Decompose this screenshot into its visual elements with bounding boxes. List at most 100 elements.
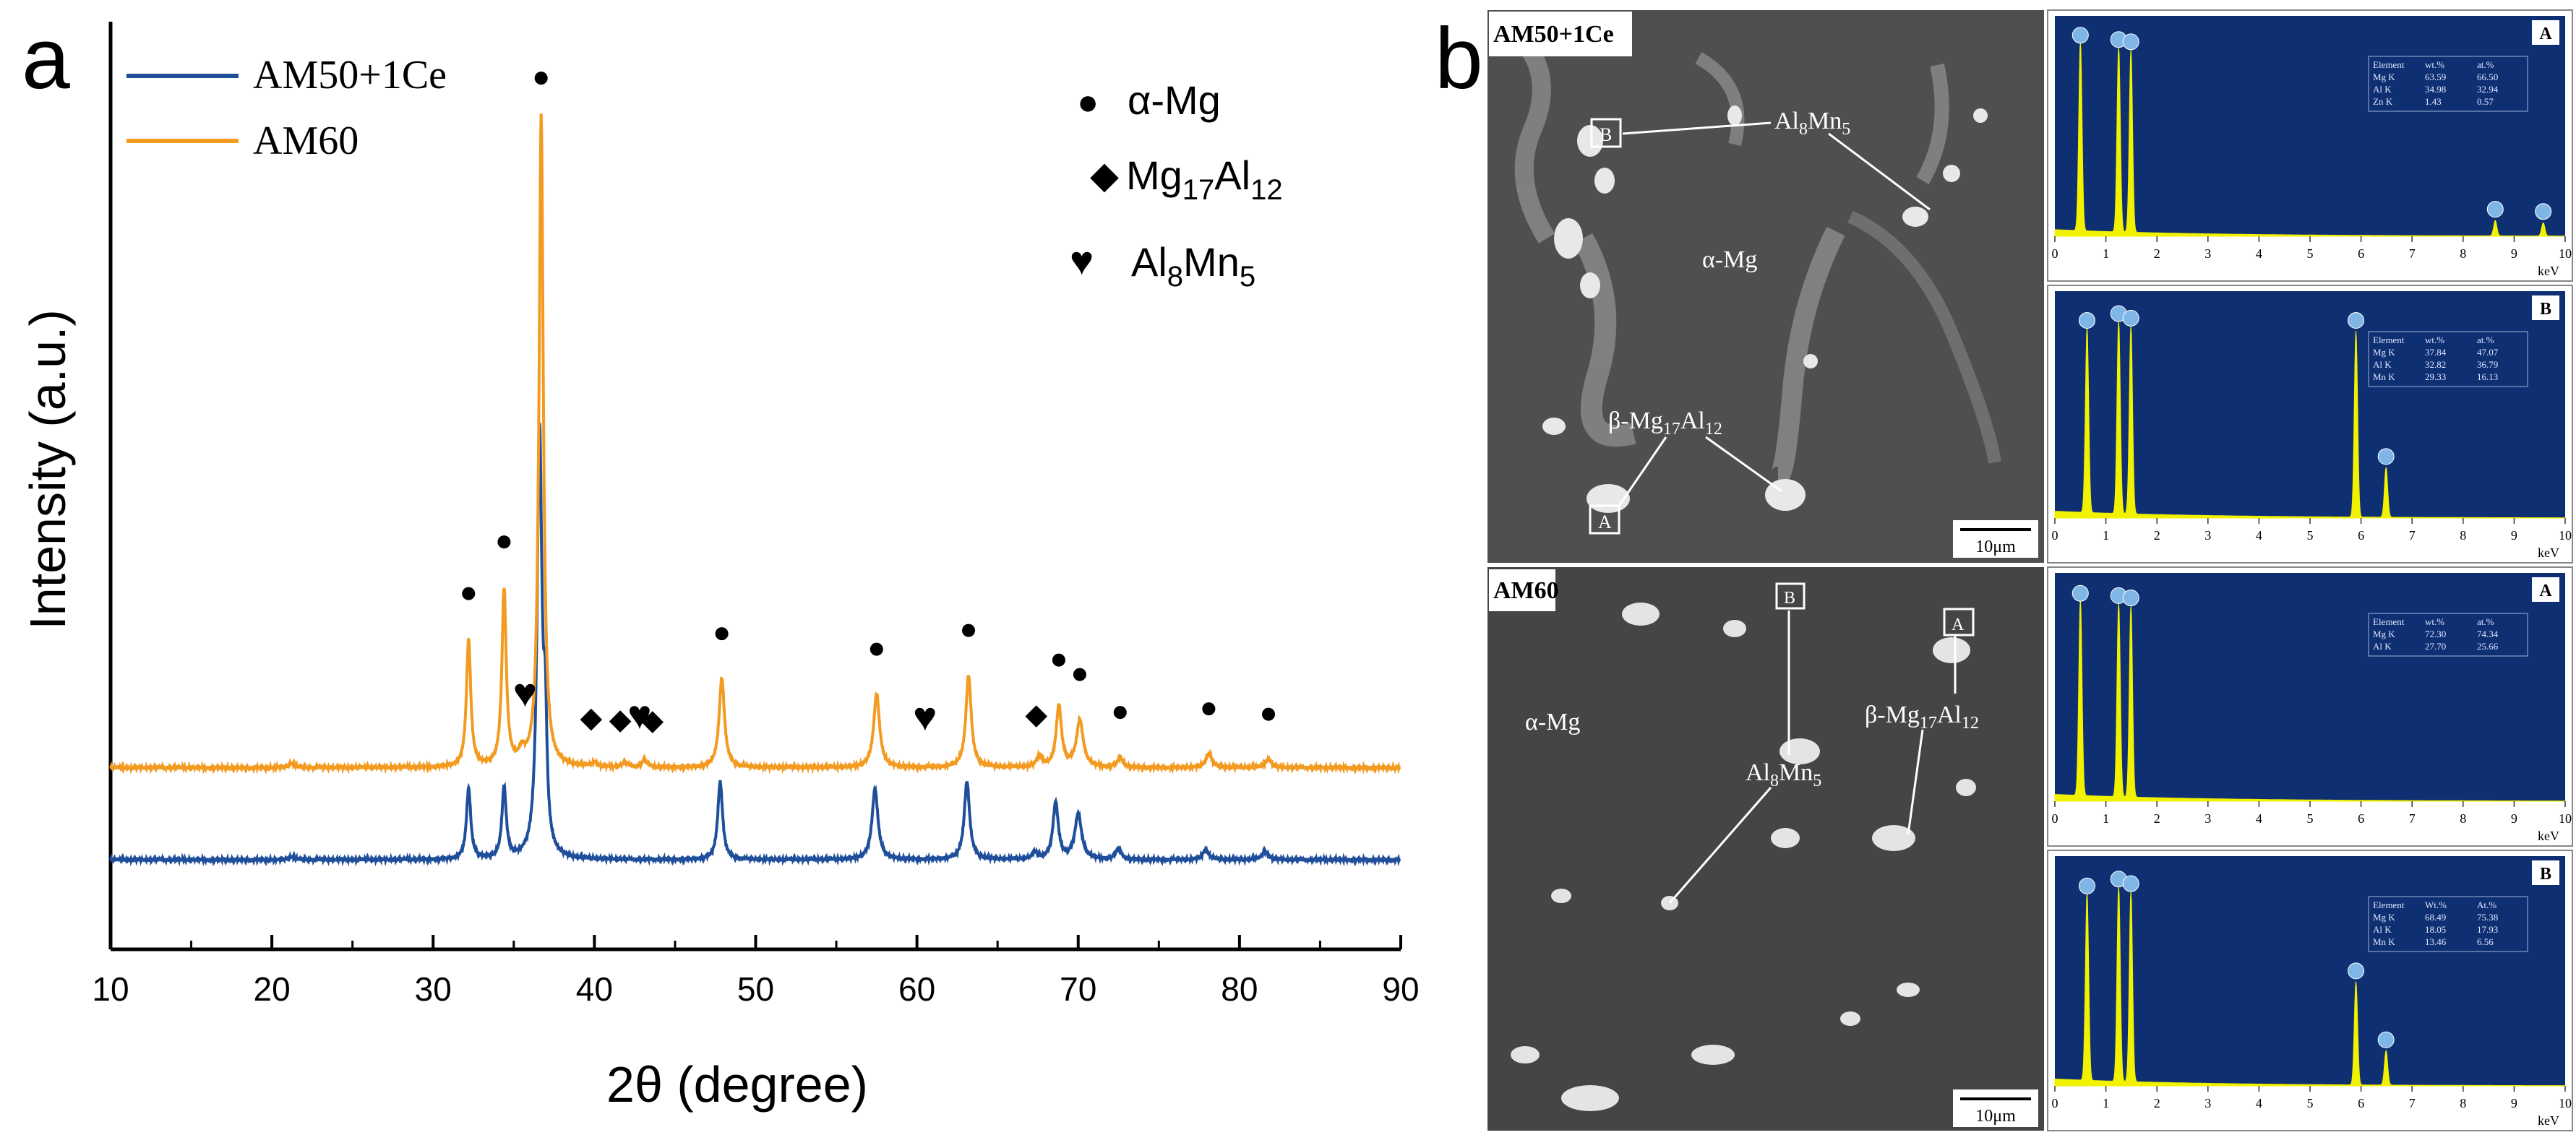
- eds-trace: [2054, 320, 2566, 519]
- eds-table-cell: 36.79: [2477, 359, 2498, 370]
- eds-peak-badge: [2071, 27, 2089, 44]
- eds-table-cell: 29.33: [2425, 371, 2446, 382]
- eds-axis-unit: keV: [2538, 264, 2559, 278]
- eds-table-cell: Mg K: [2373, 347, 2395, 358]
- series-legend: AM50+1Ce AM60: [126, 53, 447, 163]
- peak-marker: ●: [532, 59, 550, 93]
- eds-label-box: [2532, 20, 2559, 45]
- peak-marker: ●: [713, 615, 731, 649]
- peak-marker: ●: [959, 612, 977, 646]
- eds-table-header: at.%: [2477, 335, 2494, 345]
- eds-tick-label: 5: [2307, 528, 2314, 543]
- eds-table-cell: 18.05: [2425, 924, 2446, 935]
- eds-tick-label: 1: [2103, 1096, 2109, 1110]
- eds-tick-label: 3: [2204, 246, 2211, 261]
- peak-marker: ●: [495, 523, 513, 557]
- x-tick-label: 80: [1221, 970, 1258, 1008]
- eds-spectrum-0: A Element wt.% at.% Mg K 63.59 66.50 Al K 34.98 3…: [2047, 9, 2573, 282]
- phase-label-al8mn5: Al8Mn5: [1131, 239, 1255, 293]
- point-box-a: [1589, 504, 1620, 535]
- eds-tick-label: 1: [2103, 811, 2109, 826]
- peak-markers: ●●●♥◆ ◆♥◆● ●♥●◆● ●● ● ●: [460, 59, 1278, 739]
- eds-tick-label: 7: [2409, 246, 2416, 261]
- eds-tick-label: 5: [2307, 811, 2314, 826]
- sem-features: [1514, 37, 2001, 487]
- peak-marker: ●: [460, 575, 478, 609]
- eds-table-cell: 1.43: [2425, 96, 2442, 107]
- eds-tick-label: 4: [2256, 811, 2262, 826]
- eds-tick-label: 3: [2204, 528, 2211, 543]
- eds-table-cell: 32.82: [2425, 359, 2446, 370]
- panel-label-b: b: [1435, 10, 1483, 107]
- xrd-line-AM60: [109, 113, 1401, 775]
- eds-table-header: Wt.%: [2425, 899, 2447, 910]
- eds-plot-area: [2055, 573, 2565, 801]
- eds-tick-label: 6: [2358, 528, 2364, 543]
- eds-table-cell: Zn K: [2373, 96, 2393, 107]
- point-box-b: [1590, 118, 1622, 148]
- eds-tick-label: 4: [2256, 528, 2262, 543]
- peak-marker: ●: [1200, 690, 1218, 724]
- eds-tick-label: 1: [2103, 246, 2109, 261]
- eds-tick-label: 10: [2559, 246, 2572, 261]
- eds-tick-label: 4: [2256, 1096, 2262, 1110]
- eds-tick-label: 9: [2511, 1096, 2517, 1110]
- peak-marker: ●: [1049, 641, 1068, 675]
- eds-table-cell: 25.66: [2477, 641, 2499, 652]
- eds-trace: [2054, 886, 2566, 1087]
- eds-peak-badge: [2348, 312, 2365, 329]
- point-box-a2: [1943, 608, 1975, 636]
- eds-table-cell: 75.38: [2477, 912, 2498, 923]
- eds-table-cell: 63.59: [2425, 72, 2446, 82]
- eds-peak-badge: [2348, 962, 2365, 980]
- phase-annotation-al8mn5-2: Al8Mn5: [1746, 759, 1821, 790]
- eds-plot-area: [2055, 16, 2565, 236]
- peak-marker: ◆: [1025, 699, 1047, 730]
- peak-marker: ◆: [609, 704, 632, 735]
- x-tick-label: 30: [415, 970, 452, 1008]
- eds-tick-label: 9: [2511, 811, 2517, 826]
- phase-annotation-alpha-mg-2: α-Mg: [1525, 709, 1580, 735]
- eds-peak-badge: [2071, 584, 2089, 602]
- x-tick-label: 50: [737, 970, 774, 1008]
- eds-peak-badge: [2122, 309, 2139, 327]
- eds-tick-label: 0: [2052, 811, 2058, 826]
- eds-spectrum-label: A: [2539, 582, 2552, 600]
- eds-tick-label: 7: [2409, 811, 2416, 826]
- eds-table-cell: 17.93: [2477, 924, 2498, 935]
- peak-marker: ●: [867, 630, 885, 664]
- eds-peak-badge: [2535, 203, 2552, 220]
- sem-eds-panel: b: [1435, 9, 2573, 1131]
- eds-table-cell: 68.49: [2425, 912, 2446, 923]
- legend-label-am50: AM50+1Ce: [253, 53, 447, 98]
- eds-spectrum-1: B Element wt.% at.% Mg K 37.84 47.07 Al K 32.82 3…: [2047, 285, 2573, 564]
- eds-table-cell: 6.56: [2477, 936, 2494, 947]
- eds-peak-badge: [2078, 312, 2095, 329]
- eds-tick-label: 6: [2358, 811, 2364, 826]
- sem-particles: [1511, 603, 1976, 1111]
- scale-bar-label-2: 10μm: [1975, 1107, 2016, 1126]
- eds-table-frame: [2368, 896, 2528, 952]
- eds-tick-label: 5: [2307, 1096, 2314, 1110]
- sem-image-am50: AM50+1Ce B A Al8Mn5 α-Mg β-Mg17Al12 10μm: [1487, 10, 2044, 563]
- eds-peak-badge: [2377, 448, 2395, 465]
- eds-table-cell: 32.94: [2477, 84, 2499, 95]
- eds-spectra: A Element wt.% at.% Mg K 63.59 66.50 Al K 34.98 3…: [2047, 9, 2573, 1131]
- eds-tick-label: 6: [2358, 246, 2364, 261]
- x-tick-label: 90: [1382, 970, 1419, 1008]
- eds-tick-label: 8: [2460, 811, 2466, 826]
- eds-table-cell: Mg K: [2373, 629, 2395, 639]
- eds-table-header: Element: [2373, 616, 2405, 627]
- peak-marker: ♥: [913, 694, 937, 739]
- eds-spectrum-label: A: [2539, 25, 2552, 43]
- xrd-line-AM50+1Ce: [109, 423, 1401, 867]
- eds-tick-label: 4: [2256, 246, 2262, 261]
- x-tick-label: 10: [92, 970, 129, 1008]
- phase-symbol-al8mn5: ♥: [1070, 238, 1094, 283]
- scale-bar-label: 10μm: [1975, 538, 2016, 556]
- eds-label-box: [2532, 860, 2559, 885]
- peak-marker: ♥: [513, 670, 537, 715]
- eds-table-header: At.%: [2477, 899, 2496, 910]
- point-label-a: A: [1598, 512, 1612, 532]
